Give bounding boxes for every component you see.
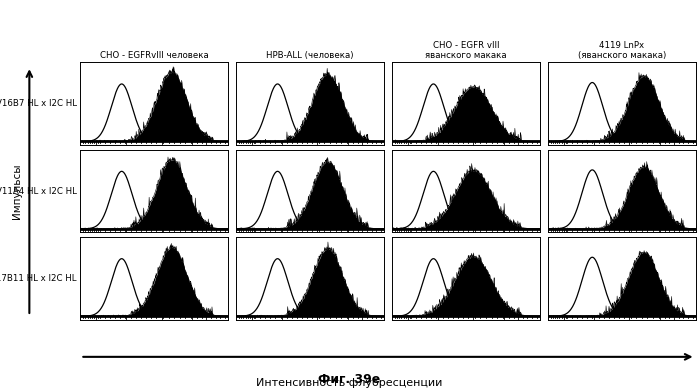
Text: CHO - EGFRvIII человека: CHO - EGFRvIII человека	[100, 51, 208, 60]
Text: V17B11 HL x I2C HL: V17B11 HL x I2C HL	[0, 274, 77, 283]
Text: HPB-ALL (человека): HPB-ALL (человека)	[266, 51, 354, 60]
Text: Импульсы: Импульсы	[13, 163, 22, 219]
Text: Фиг. 39e: Фиг. 39e	[318, 373, 381, 386]
Text: 4119 LnPx
(яванского макака): 4119 LnPx (яванского макака)	[577, 41, 666, 60]
Text: V16B7 HL x I2C HL: V16B7 HL x I2C HL	[0, 99, 77, 108]
Text: Интенсивность флуоресценции: Интенсивность флуоресценции	[257, 378, 442, 388]
Text: CHO - EGFR vIII
яванского макака: CHO - EGFR vIII яванского макака	[425, 41, 507, 60]
Text: V11A4 HL x I2C HL: V11A4 HL x I2C HL	[0, 186, 77, 196]
